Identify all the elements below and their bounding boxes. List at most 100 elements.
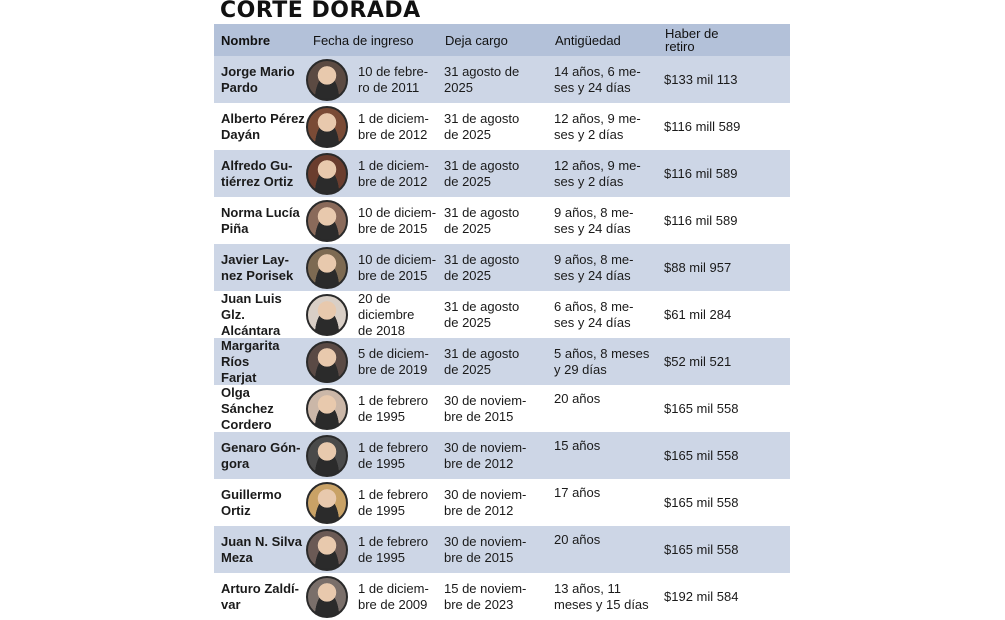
table-row: Guillermo Ortiz 1 de febrero de 1995 30 de n… <box>214 479 790 526</box>
table-row: Javier Lay-nez Porisek 10 de diciem-bre d… <box>214 244 790 291</box>
judge-photo <box>306 434 348 477</box>
deja-line1: 30 de noviem- <box>444 533 527 549</box>
antiguedad-line1: 15 años <box>554 438 601 453</box>
fecha-line2: bre de 2009 <box>358 596 428 612</box>
antiguedad-line1: 20 años <box>554 532 601 547</box>
fecha-line2: de 1995 <box>358 502 405 518</box>
haber-retiro: $88 mil 957 <box>664 259 732 275</box>
fecha-line2: bre de 2015 <box>358 267 428 283</box>
antiguedad-line2: ses y 2 días <box>554 126 624 142</box>
haber-retiro: $165 mil 558 <box>664 447 739 463</box>
deja-line2: bre de 2012 <box>444 502 514 518</box>
judge-photo <box>306 341 348 383</box>
table-row: Margarita Ríos Farjat 5 de diciem-bre de 2… <box>214 338 790 385</box>
judge-name-line1: Javier Lay- <box>221 251 289 267</box>
header-haber: Haber de retiro <box>665 26 719 54</box>
judge-name-line2: var <box>221 596 241 612</box>
judge-name: Norma Lucía Piña <box>214 205 306 237</box>
antiguedad-line1: 9 años, 8 me- <box>554 204 634 220</box>
haber-retiro: $116 mill 589 <box>664 118 741 134</box>
judge-name-line1: Arturo Zaldí- <box>221 580 299 596</box>
antiguedad-line2: ses y 24 días <box>554 220 631 236</box>
antiguedad-line2: ses y 24 días <box>554 315 631 330</box>
antiguedad: 12 años, 9 me-ses y 2 días <box>548 111 658 143</box>
fecha-ingreso: 1 de diciem-bre de 2012 <box>306 152 438 195</box>
table-row: Olga Sánchez Cordero 1 de febrero de 1995 30… <box>214 385 790 432</box>
judge-name-line2: Piña <box>221 220 249 236</box>
deja-line1: 31 de agosto <box>444 251 520 267</box>
fecha-line2: de 1995 <box>358 409 405 424</box>
judge-name-line1: Juan N. Silva <box>221 533 302 549</box>
deja-line1: 31 de agosto <box>444 157 520 173</box>
page-title: CORTE DORADA <box>220 0 421 23</box>
judge-name: Jorge Mario Pardo <box>214 64 306 96</box>
judge-photo <box>306 575 348 618</box>
judge-name-line2: nez Porisek <box>221 267 294 283</box>
fecha-line2: ro de 2011 <box>358 79 420 95</box>
antiguedad-line1: 17 años <box>554 485 601 500</box>
judge-name-line2: Pardo <box>221 79 258 95</box>
deja-line2: bre de 2015 <box>444 549 514 565</box>
deja-line1: 31 de agosto <box>444 110 520 126</box>
fecha-line1: 1 de diciem- <box>358 580 429 596</box>
judge-name: Genaro Gón-gora <box>214 440 306 472</box>
deja-cargo: 31 de agosto de 2025 <box>438 111 548 143</box>
antiguedad: 9 años, 8 me-ses y 24 días <box>548 252 658 284</box>
haber-retiro: $61 mil 284 <box>664 307 732 322</box>
fecha-line2: bre de 2012 <box>358 126 428 142</box>
fecha-line1: 1 de febrero <box>358 439 429 455</box>
antiguedad: 12 años, 9 me-ses y 2 días <box>548 158 658 190</box>
deja-line1: 31 de agosto <box>444 299 520 314</box>
deja-line2: bre de 2023 <box>444 596 514 612</box>
antiguedad: 20 años <box>548 526 658 548</box>
deja-line1: 15 de noviem- <box>444 580 527 596</box>
antiguedad-line2: ses y 24 días <box>554 267 631 283</box>
judge-photo <box>306 246 348 289</box>
judge-name: Javier Lay-nez Porisek <box>214 252 306 284</box>
antiguedad-line2: meses y 15 días <box>554 596 649 612</box>
fecha-line2: bre de 2012 <box>358 173 428 189</box>
antiguedad-line2: y 29 días <box>554 362 607 377</box>
fecha-line1: 10 de febre- <box>358 63 429 79</box>
antiguedad-line1: 13 años, 11 <box>554 580 621 596</box>
fecha-line1: 20 de diciembre <box>358 291 415 322</box>
table-row: Jorge Mario Pardo 10 de febre-ro de 2011 31… <box>214 56 790 103</box>
table-row: Juan Luis Glz. Alcántara 20 de diciembre de… <box>214 291 790 338</box>
fecha-ingreso: 5 de diciem-bre de 2019 <box>306 341 438 383</box>
deja-line2: bre de 2015 <box>444 409 514 424</box>
judge-photo <box>306 199 348 242</box>
header-fecha: Fecha de ingreso <box>313 32 414 48</box>
judge-name-line2: Ortiz <box>221 502 251 518</box>
deja-cargo: 31 de agosto de 2025 <box>438 299 548 331</box>
table-body: Jorge Mario Pardo 10 de febre-ro de 2011 31… <box>214 56 790 620</box>
judge-name: Alfredo Gu-tiérrez Ortiz <box>214 158 306 190</box>
judge-name: Juan Luis Glz. Alcántara <box>214 291 306 339</box>
judge-name-line1: Alberto Pérez <box>221 110 305 126</box>
judge-name: Guillermo Ortiz <box>214 487 306 519</box>
judge-name-line2: Alcántara <box>221 323 281 338</box>
fecha-ingreso: 1 de febrero de 1995 <box>306 388 438 430</box>
deja-line1: 31 agosto de <box>444 63 520 79</box>
antiguedad-line1: 6 años, 8 me- <box>554 299 634 314</box>
judge-name-line2: Cordero <box>221 417 272 432</box>
judge-photo <box>306 388 348 430</box>
haber-retiro: $133 mil 113 <box>664 71 738 87</box>
retirement-table: Nombre Fecha de ingreso Deja cargo Antig… <box>214 24 790 620</box>
antiguedad: 17 años <box>548 479 658 501</box>
fecha-ingreso: 1 de diciem-bre de 2009 <box>306 575 438 618</box>
judge-photo <box>306 294 348 336</box>
fecha-ingreso: 20 de diciembre de 2018 <box>306 291 438 339</box>
haber-retiro: $116 mil 589 <box>664 212 738 228</box>
deja-line2: de 2025 <box>444 315 491 330</box>
table-row: Alfredo Gu-tiérrez Ortiz 1 de diciem-bre … <box>214 150 790 197</box>
antiguedad-line1: 20 años <box>554 391 601 406</box>
fecha-line2: de 1995 <box>358 455 405 471</box>
deja-line2: de 2025 <box>444 220 491 236</box>
header-antiguedad: Antigüedad <box>555 32 621 48</box>
deja-line2: de 2025 <box>444 267 491 283</box>
deja-cargo: 30 de noviem-bre de 2012 <box>438 440 548 472</box>
judge-name-line1: Norma Lucía <box>221 204 300 220</box>
deja-cargo: 31 de agosto de 2025 <box>438 252 548 284</box>
fecha-line1: 1 de febrero <box>358 533 429 549</box>
antiguedad: 13 años, 11 meses y 15 días <box>548 581 658 613</box>
